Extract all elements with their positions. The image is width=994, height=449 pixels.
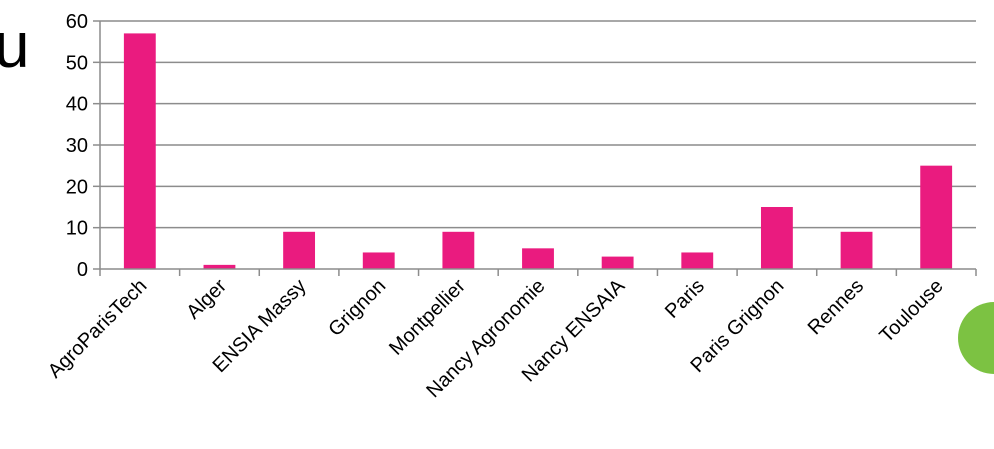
bar-toulouse	[920, 165, 953, 269]
gridlines	[100, 20, 976, 229]
bar-paris	[681, 252, 714, 269]
bar-ensia-massy	[283, 231, 316, 269]
y-tick-label: 40	[66, 94, 88, 116]
bar-nancy-ensaia	[601, 256, 634, 269]
x-tick-label: Montpellier	[385, 275, 470, 360]
bar-rennes	[840, 231, 873, 269]
y-tick-labels: 0 10 20 30 40 50 60	[66, 11, 100, 281]
x-tick-label: Toulouse	[876, 275, 948, 347]
x-tick-label: Alger	[182, 275, 231, 324]
y-tick-label: 60	[66, 11, 88, 33]
bar-montpellier	[442, 231, 475, 269]
bar-agroparistech	[123, 33, 156, 270]
green-circle-decoration	[958, 302, 994, 374]
y-tick-label: 0	[77, 259, 88, 281]
y-tick-label: 50	[66, 52, 88, 74]
x-tick-label: Rennes	[804, 275, 868, 339]
x-tick-label: AgroParisTech	[44, 275, 152, 383]
bar-paris-grignon	[760, 207, 793, 269]
y-tick-label: 20	[66, 176, 88, 198]
bar-grignon	[362, 252, 395, 269]
x-tick-label: Grignon	[324, 275, 390, 341]
y-tick-label: 10	[66, 218, 88, 240]
y-tick-label: 30	[66, 135, 88, 157]
bar-alger	[203, 264, 236, 269]
bar-nancy-agronomie	[522, 248, 554, 269]
partial-title-char: u	[0, 9, 30, 81]
x-tick-label: Paris	[661, 275, 709, 323]
bars	[123, 33, 953, 270]
